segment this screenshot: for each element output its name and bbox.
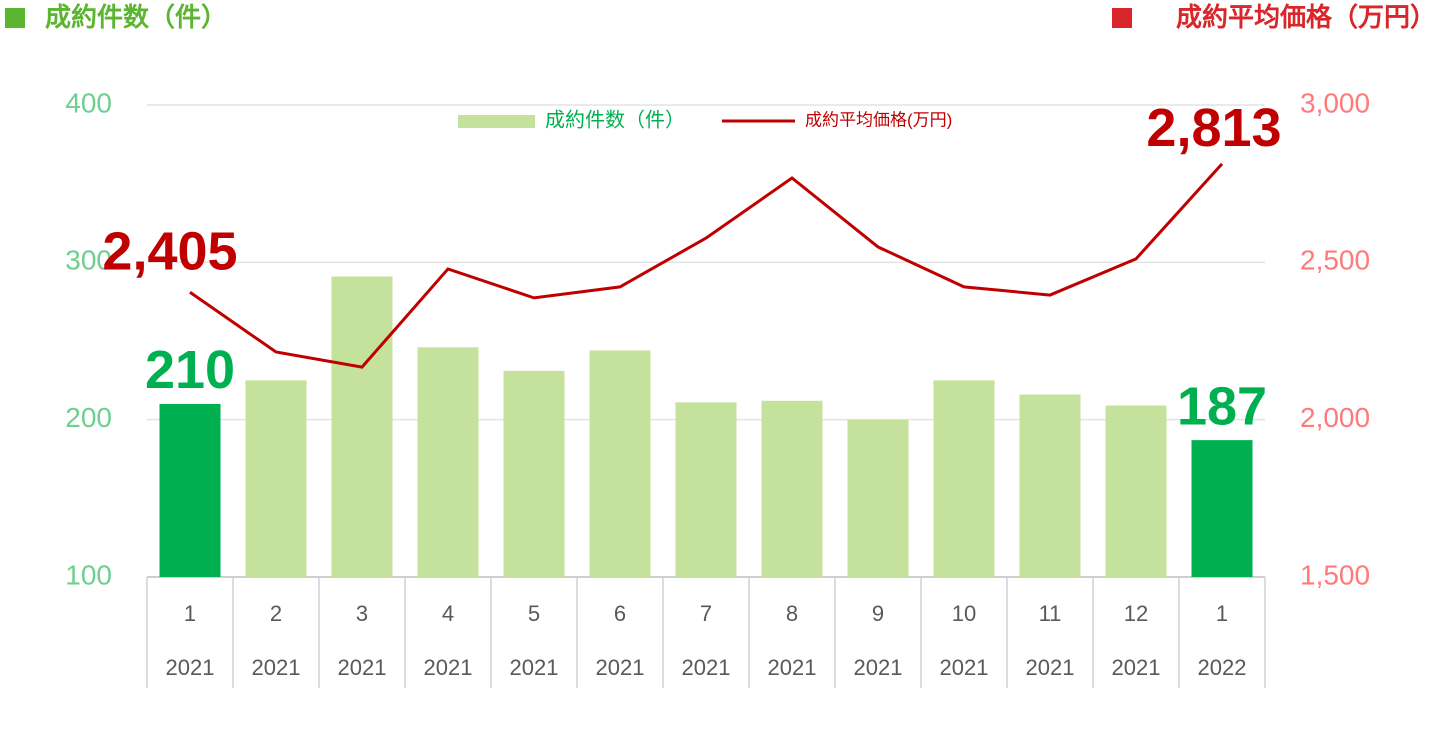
x-tick-label: 2021: [424, 655, 473, 680]
right-title-marker: [1112, 8, 1132, 28]
y2-tick-label: 3,000: [1300, 87, 1370, 118]
data-label: 2,813: [1146, 98, 1281, 158]
x-tick-label: 2021: [1026, 655, 1075, 680]
x-tick-label: 6: [614, 601, 626, 626]
x-tick-label: 2022: [1198, 655, 1247, 680]
x-tick-label: 4: [442, 601, 454, 626]
x-tick-label: 2021: [596, 655, 645, 680]
bar: [1105, 405, 1167, 577]
x-tick-label: 2021: [854, 655, 903, 680]
x-tick-label: 2021: [338, 655, 387, 680]
x-tick-label: 2021: [252, 655, 301, 680]
bar: [417, 347, 479, 577]
bar: [503, 370, 565, 577]
bar: [1019, 394, 1081, 577]
y2-tick-label: 2,500: [1300, 245, 1370, 276]
y-tick-label: 400: [65, 87, 112, 118]
legend-label: 成約平均価格(万円): [805, 110, 952, 129]
bar: [331, 276, 393, 577]
x-tick-label: 10: [952, 601, 976, 626]
line: [189, 162, 1224, 369]
bar: [761, 400, 823, 577]
x-tick-label: 12: [1124, 601, 1148, 626]
x-tick-label: 11: [1039, 601, 1062, 626]
bar: [159, 403, 221, 577]
y2-tick-label: 1,500: [1300, 559, 1370, 590]
x-tick-label: 2021: [1112, 655, 1161, 680]
x-tick-label: 2021: [768, 655, 817, 680]
left-title: 成約件数（件）: [45, 2, 227, 32]
bar: [1191, 440, 1253, 577]
right-title: 成約平均価格（万円）: [1176, 2, 1436, 32]
bar: [847, 419, 909, 577]
data-label: 210: [145, 340, 235, 400]
y-tick-label: 200: [65, 402, 112, 433]
x-tick-label: 2021: [166, 655, 215, 680]
bar: [933, 380, 995, 577]
x-tick-label: 2021: [510, 655, 559, 680]
x-tick-label: 2021: [682, 655, 731, 680]
data-label: 2,405: [102, 221, 237, 281]
bar: [675, 402, 737, 577]
legend: 成約件数（件） 成約平均価格(万円): [458, 108, 952, 131]
x-tick-label: 8: [786, 601, 798, 626]
x-tick-label: 2: [270, 601, 282, 626]
x-tick-label: 5: [528, 601, 540, 626]
data-label: 187: [1177, 376, 1267, 436]
bar: [589, 350, 651, 577]
y-tick-label: 100: [65, 559, 112, 590]
x-tick-label: 2021: [940, 655, 989, 680]
x-tick-label: 9: [872, 601, 884, 626]
y-tick-label: 300: [65, 245, 112, 276]
legend-swatch: [458, 115, 535, 128]
legend-label: 成約件数（件）: [545, 108, 685, 131]
y2-tick-label: 2,000: [1300, 402, 1370, 433]
x-tick-label: 7: [700, 601, 712, 626]
bar: [245, 380, 307, 577]
x-tick-label: 1: [1216, 601, 1228, 626]
x-tick-label: 1: [184, 601, 196, 626]
left-title-marker: [5, 8, 25, 28]
x-tick-label: 3: [356, 601, 368, 626]
